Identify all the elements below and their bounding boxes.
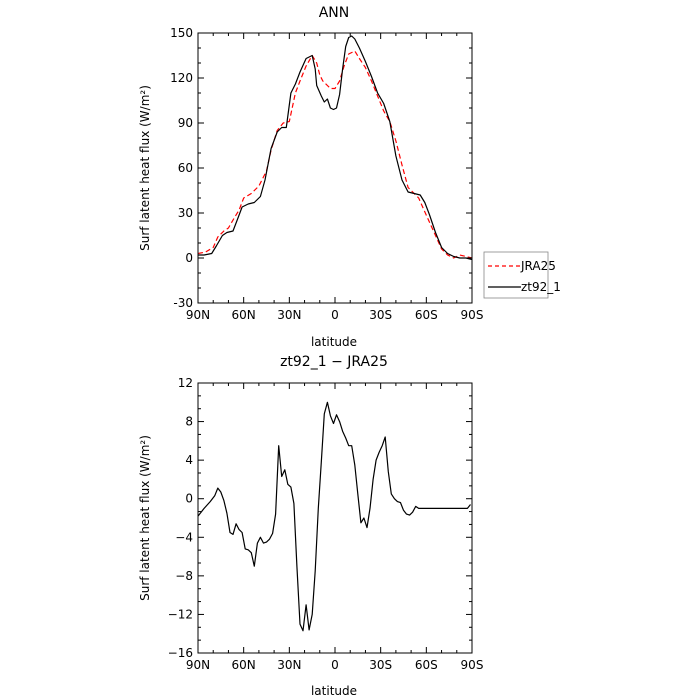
bottom-series-line-0 — [197, 401, 471, 632]
top-series-lines — [197, 35, 473, 261]
legend-label-jra25: JRA25 — [520, 259, 556, 273]
bottom-x-tick-label: 90N — [186, 658, 210, 672]
bottom-y-tick-label: −16 — [168, 646, 193, 660]
top-x-tick-label: 60S — [415, 308, 438, 322]
top-y-tick-label: 90 — [178, 116, 193, 130]
top-chart-title: ANN — [319, 5, 350, 21]
top-x-axis: 90N 60N 30N 0 30S 60S 90S — [186, 33, 484, 322]
bottom-x-tick-label: 30S — [369, 658, 392, 672]
top-x-axis-label: latitude — [311, 335, 357, 349]
bottom-y-tick-label: 4 — [185, 453, 193, 467]
bottom-y-tick-label: 12 — [178, 376, 193, 390]
bottom-x-axis: 90N 60N 30N 0 30S 60S 90S — [186, 383, 484, 672]
bottom-y-tick-label: 0 — [185, 492, 193, 506]
bottom-y-tick-label: −12 — [168, 607, 193, 621]
bottom-plot-frame — [197, 382, 473, 654]
top-y-tick-label: 30 — [178, 206, 193, 220]
top-series-line-jra25 — [197, 50, 473, 259]
top-legend: JRA25 zt92_1 — [483, 251, 561, 299]
legend-label-zt92: zt92_1 — [521, 280, 561, 294]
bottom-panel: zt92_1 − JRA25 −16 −12 −8 −4 0 4 8 12 90N 60N 30N… — [138, 354, 483, 698]
top-x-tick-label: 90S — [461, 308, 484, 322]
top-y-axis-label: Surf latent heat flux (W/m²) — [138, 85, 152, 251]
top-x-tick-label: 90N — [186, 308, 210, 322]
top-x-tick-label: 30S — [369, 308, 392, 322]
top-y-tick-label: 0 — [185, 251, 193, 265]
top-series-line-zt92-1 — [198, 35, 473, 261]
top-x-tick-label: 60N — [232, 308, 256, 322]
top-y-tick-label: 60 — [178, 161, 193, 175]
bottom-y-tick-label: 8 — [185, 415, 193, 429]
top-y-tick-label: 150 — [170, 26, 193, 40]
legend-box — [483, 251, 549, 299]
bottom-y-axis-label: Surf latent heat flux (W/m²) — [138, 435, 152, 601]
top-y-tick-label: -30 — [173, 296, 193, 310]
bottom-y-axis: −16 −12 −8 −4 0 4 8 12 — [168, 376, 472, 660]
bottom-x-tick-label: 60N — [232, 658, 256, 672]
top-panel: ANN -30 0 30 60 90 120 150 90N 60N 30N 0 30S 60S 90S… — [138, 5, 561, 349]
top-plot-frame — [197, 32, 473, 304]
bottom-x-tick-label: 90S — [461, 658, 484, 672]
bottom-x-axis-label: latitude — [311, 684, 357, 698]
top-x-tick-label: 30N — [277, 308, 301, 322]
bottom-y-tick-label: −8 — [175, 569, 193, 583]
top-y-tick-label: 120 — [170, 71, 193, 85]
bottom-chart-title: zt92_1 − JRA25 — [280, 354, 388, 370]
bottom-y-tick-label: −4 — [175, 530, 193, 544]
bottom-x-tick-label: 60S — [415, 658, 438, 672]
top-x-tick-label: 0 — [331, 308, 339, 322]
bottom-series-lines — [197, 401, 471, 632]
top-y-axis: -30 0 30 60 90 120 150 — [170, 26, 472, 310]
bottom-x-tick-label: 30N — [277, 658, 301, 672]
bottom-x-tick-label: 0 — [331, 658, 339, 672]
